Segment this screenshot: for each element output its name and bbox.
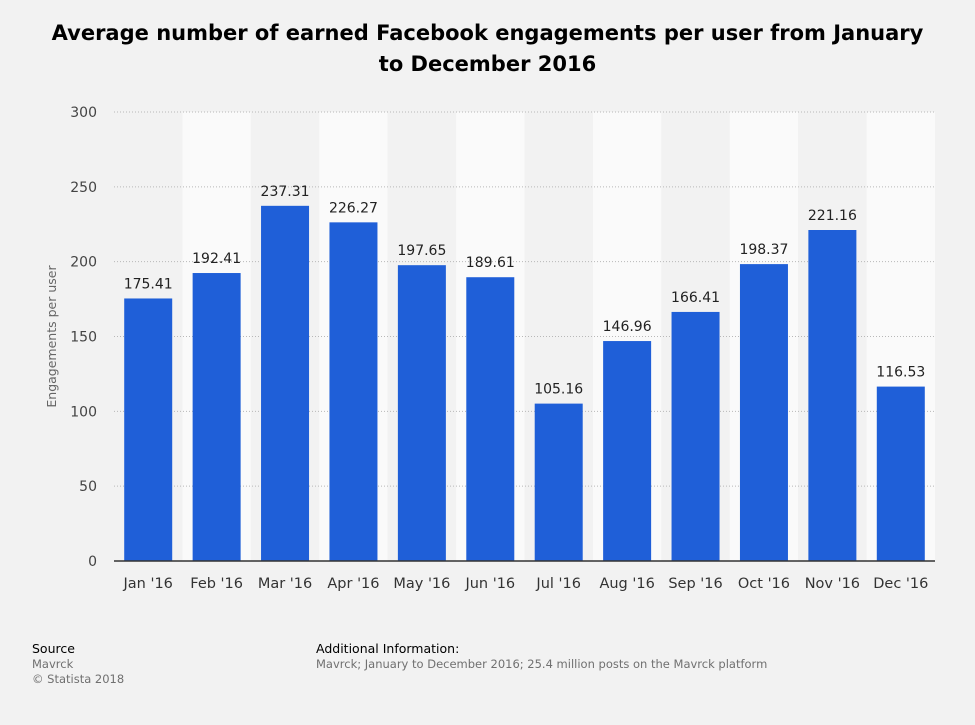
value-label: 105.16 bbox=[534, 382, 583, 398]
value-label: 221.16 bbox=[808, 208, 857, 224]
x-tick-label: Sep '16 bbox=[668, 576, 722, 592]
bar bbox=[261, 205, 310, 561]
value-label: 192.41 bbox=[192, 251, 241, 267]
bar bbox=[329, 222, 378, 561]
x-tick-labels: Jan '16 Feb '16 Mar '16 Apr '16 May '16 Jun '… bbox=[123, 576, 929, 592]
y-tick-label: 50 bbox=[79, 479, 97, 495]
bars bbox=[124, 205, 925, 561]
bar bbox=[192, 273, 241, 561]
bar bbox=[876, 386, 925, 561]
bar bbox=[466, 277, 515, 561]
x-tick-label: Jan '16 bbox=[123, 576, 173, 592]
y-tick-labels: 0 50 100 150 200 250 300 bbox=[70, 105, 97, 570]
x-tick-label: May '16 bbox=[393, 576, 450, 592]
y-tick-label: 0 bbox=[88, 554, 97, 570]
bar bbox=[534, 403, 583, 561]
bar-chart: 175.41 192.41 237.31 226.27 197.65 189.61 105.… bbox=[44, 105, 935, 592]
y-tick-label: 150 bbox=[70, 330, 97, 346]
bar bbox=[739, 264, 788, 561]
value-label: 189.61 bbox=[466, 255, 515, 271]
x-tick-label: Dec '16 bbox=[873, 576, 928, 592]
copyright: © Statista 2018 bbox=[32, 672, 125, 686]
value-label: 226.27 bbox=[329, 200, 378, 216]
y-tick-label: 200 bbox=[70, 255, 97, 271]
x-tick-label: Mar '16 bbox=[258, 576, 312, 592]
value-label: 166.41 bbox=[671, 290, 720, 306]
bar bbox=[397, 265, 446, 561]
info-text: Mavrck; January to December 2016; 25.4 m… bbox=[316, 657, 768, 671]
value-label: 198.37 bbox=[739, 242, 788, 258]
source-block: Source Mavrck © Statista 2018 bbox=[32, 641, 124, 687]
y-axis-label: Engagements per user bbox=[44, 265, 59, 408]
bar bbox=[671, 311, 720, 561]
gridlines bbox=[114, 111, 935, 487]
x-tick-label: Feb '16 bbox=[190, 576, 243, 592]
bar bbox=[808, 229, 857, 561]
x-tick-label: Jul '16 bbox=[535, 576, 581, 592]
value-label: 116.53 bbox=[876, 365, 925, 381]
x-tick-label: Jun '16 bbox=[464, 576, 515, 592]
value-labels: 175.41 192.41 237.31 226.27 197.65 189.61 105.… bbox=[124, 184, 926, 398]
x-tick-label: Aug '16 bbox=[599, 576, 654, 592]
value-label: 237.31 bbox=[261, 184, 310, 200]
x-tick-label: Oct '16 bbox=[738, 576, 790, 592]
info-heading: Additional Information: bbox=[316, 641, 460, 656]
bar bbox=[603, 341, 652, 561]
x-tick-label: Nov '16 bbox=[805, 576, 860, 592]
bar bbox=[124, 298, 173, 561]
value-label: 197.65 bbox=[397, 243, 446, 259]
source-heading: Source bbox=[32, 641, 75, 656]
additional-info-block: Additional Information: Mavrck; January … bbox=[316, 641, 767, 672]
source-name[interactable]: Mavrck bbox=[32, 657, 74, 671]
y-tick-label: 100 bbox=[70, 404, 97, 420]
chart-title: Average number of earned Facebook engage… bbox=[51, 21, 924, 76]
value-label: 175.41 bbox=[124, 276, 173, 292]
y-tick-label: 250 bbox=[70, 180, 97, 196]
x-tick-label: Apr '16 bbox=[327, 576, 379, 592]
y-tick-label: 300 bbox=[70, 105, 97, 121]
value-label: 146.96 bbox=[603, 319, 652, 335]
